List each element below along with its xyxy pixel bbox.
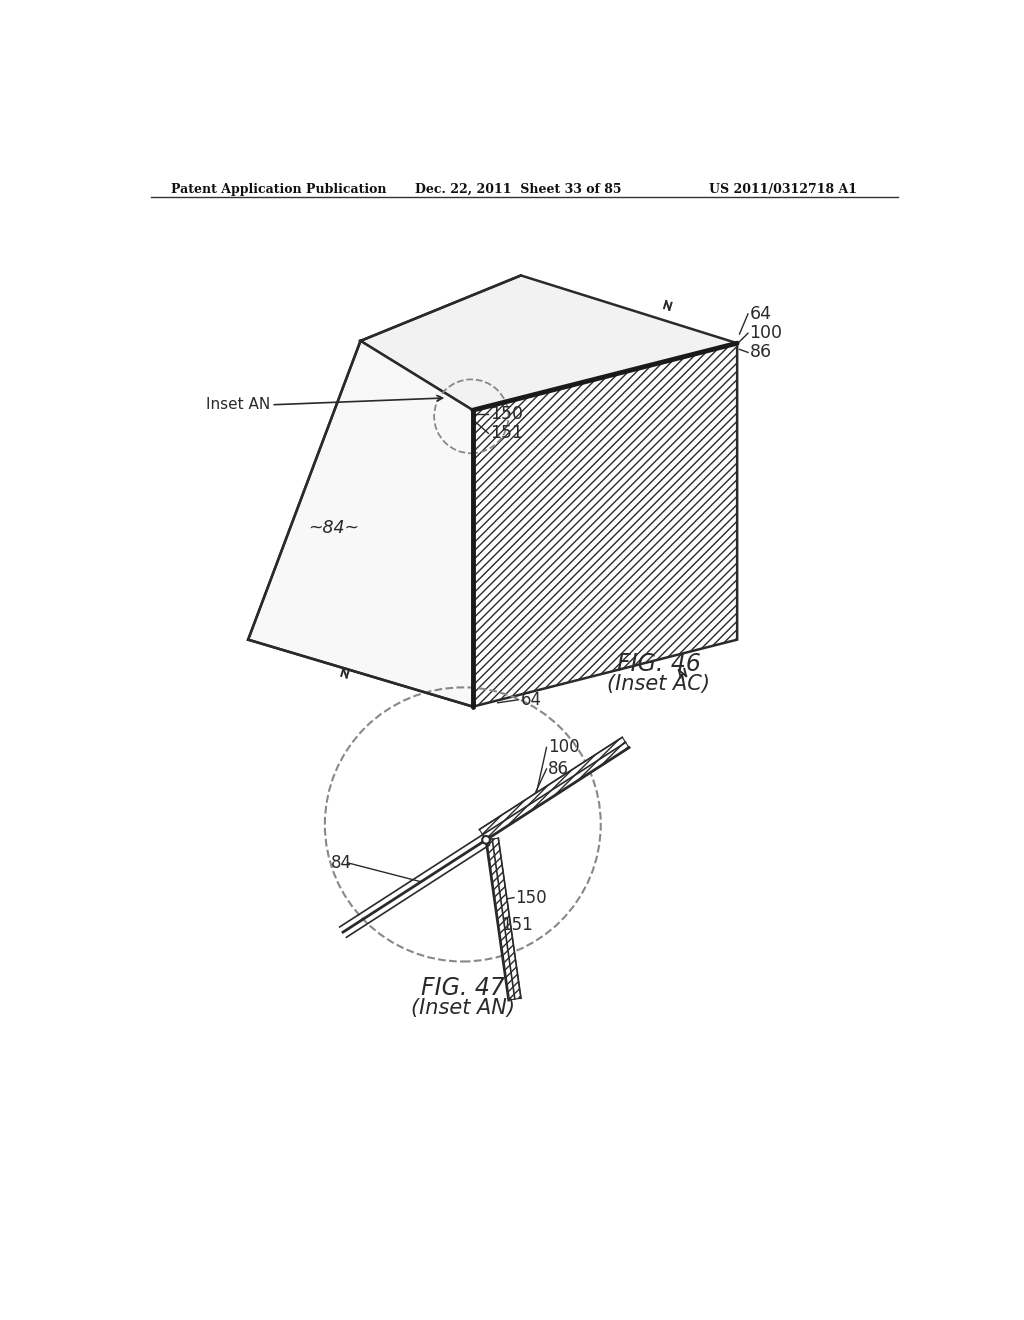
Polygon shape (248, 341, 473, 706)
Text: 64: 64 (521, 690, 542, 709)
Text: US 2011/0312718 A1: US 2011/0312718 A1 (710, 183, 857, 197)
Text: Inset AN: Inset AN (206, 397, 270, 412)
Text: Patent Application Publication: Patent Application Publication (171, 183, 386, 197)
Text: 84: 84 (331, 854, 352, 873)
Text: FIG. 47: FIG. 47 (421, 977, 505, 1001)
Polygon shape (479, 738, 629, 840)
Polygon shape (486, 838, 521, 1001)
Text: 150: 150 (515, 888, 547, 907)
Circle shape (482, 836, 489, 843)
Text: 100: 100 (548, 738, 580, 756)
Text: 86: 86 (750, 343, 772, 362)
Polygon shape (473, 343, 737, 706)
Text: 150: 150 (489, 405, 523, 422)
Text: (Inset AN): (Inset AN) (411, 998, 515, 1019)
Text: 64: 64 (750, 305, 771, 323)
Text: 151: 151 (489, 424, 523, 442)
Text: (Inset AC): (Inset AC) (607, 673, 711, 693)
Text: 100: 100 (750, 325, 782, 342)
Text: 151: 151 (502, 916, 534, 933)
Text: FIG. 46: FIG. 46 (616, 652, 700, 676)
Polygon shape (360, 276, 737, 411)
Text: Dec. 22, 2011  Sheet 33 of 85: Dec. 22, 2011 Sheet 33 of 85 (415, 183, 622, 197)
Text: 86: 86 (548, 760, 569, 777)
Text: ~84~: ~84~ (308, 519, 358, 537)
